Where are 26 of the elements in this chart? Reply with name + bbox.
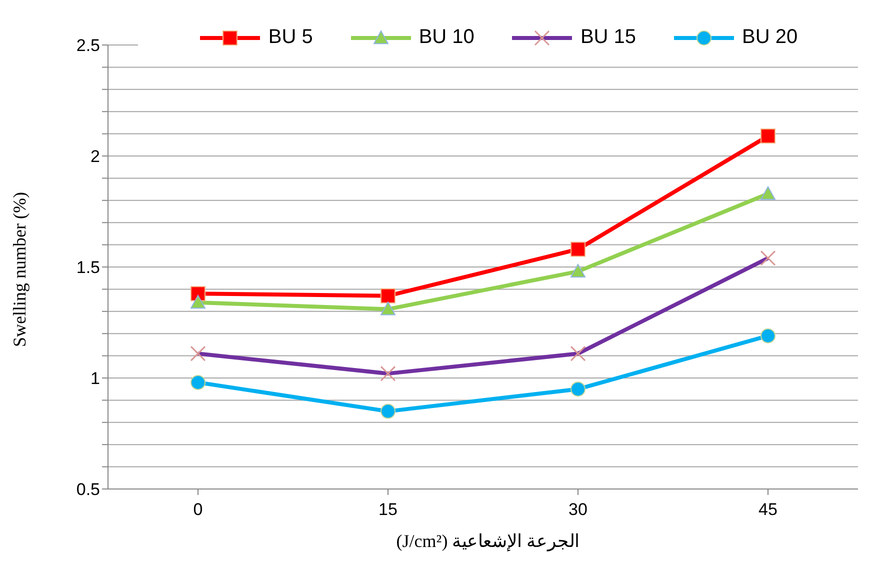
legend-label: BU 10 bbox=[418, 26, 474, 49]
x-axis-title: الجرعة الإشعاعية (J/cm²) bbox=[395, 530, 581, 552]
x-tick-label: 30 bbox=[568, 500, 588, 520]
point bbox=[570, 242, 586, 257]
y-tick-label: 0.5 bbox=[76, 480, 100, 500]
x-tick-label: 45 bbox=[758, 500, 778, 520]
point bbox=[380, 302, 396, 316]
legend-label: BU 20 bbox=[742, 26, 798, 49]
point bbox=[380, 288, 396, 304]
y-tick-label: 1.5 bbox=[76, 258, 100, 278]
point bbox=[760, 128, 776, 144]
y-axis-title: Swelling number (%) bbox=[9, 192, 30, 347]
x-tick-label: 0 bbox=[193, 500, 203, 520]
point bbox=[190, 374, 206, 390]
legend-label: BU 15 bbox=[580, 26, 636, 49]
y-tick-label: 2 bbox=[90, 147, 100, 166]
point bbox=[760, 186, 776, 200]
point bbox=[760, 328, 776, 344]
legend-label: BU 5 bbox=[268, 26, 313, 49]
y-tick-label: 1 bbox=[90, 369, 100, 388]
point bbox=[380, 404, 396, 419]
point bbox=[190, 295, 206, 309]
point bbox=[570, 382, 586, 397]
x-tick-label: 15 bbox=[378, 500, 398, 520]
y-tick-label: 2.5 bbox=[76, 36, 100, 56]
point bbox=[570, 264, 586, 278]
